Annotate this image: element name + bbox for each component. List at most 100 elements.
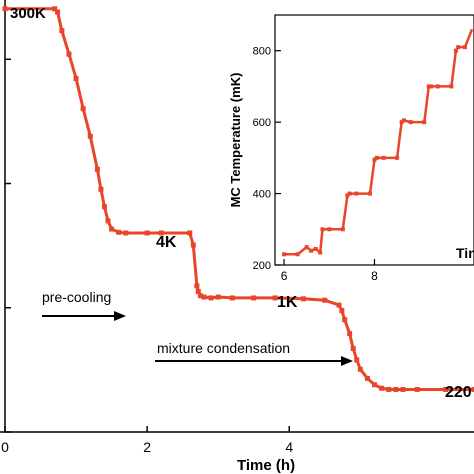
inset-x-tick-label: 8	[371, 269, 378, 283]
main-data-point	[55, 9, 61, 15]
main-x-tick-label: 4	[285, 439, 293, 455]
inset-data-point	[320, 227, 325, 232]
main-data-point	[386, 386, 392, 392]
main-data-point	[443, 386, 449, 392]
main-data-point	[94, 166, 100, 172]
inset-y-label: MC Temperature (mK)	[228, 73, 243, 208]
main-data-point	[251, 295, 257, 301]
inset-data-point	[462, 45, 467, 50]
main-data-point	[98, 186, 104, 192]
main-data-point	[190, 242, 196, 248]
main-x-tick-label: 0	[1, 439, 9, 455]
inset-data-point	[426, 84, 431, 89]
inset-data-point	[422, 120, 427, 125]
inset-data-point	[456, 45, 461, 50]
main-data-point	[347, 331, 353, 337]
inset-data-point	[435, 84, 440, 89]
label-1k: 1K	[277, 294, 298, 311]
inset-data-point	[381, 155, 386, 160]
inset-y-tick-label: 400	[253, 189, 271, 201]
inset-data-point	[309, 248, 314, 253]
main-data-point	[357, 366, 363, 372]
inset-data-point	[327, 227, 332, 232]
main-series-line	[5, 7, 474, 391]
main-data-point	[116, 229, 122, 235]
inset-data-point	[347, 191, 352, 196]
inset-data-point	[318, 250, 323, 255]
main-data-point	[215, 294, 221, 300]
main-x-label: Time (h)	[237, 457, 295, 474]
main-data-point	[350, 345, 356, 351]
inset-data-point	[340, 227, 345, 232]
inset-data-point	[399, 120, 404, 125]
main-data-point	[471, 386, 474, 392]
inset-x-tick-label: 6	[281, 269, 288, 283]
label-4k: 4K	[156, 234, 177, 251]
main-data-point	[393, 386, 399, 392]
main-data-point	[187, 230, 193, 236]
main-data-point	[87, 133, 93, 139]
inset-data-point	[372, 157, 377, 162]
label-300k: 300K	[10, 5, 46, 22]
main-data-point	[201, 294, 207, 300]
inset-data-point	[345, 193, 350, 198]
main-data-point	[372, 382, 378, 388]
main-data-point	[158, 230, 164, 236]
main-data-point	[354, 357, 360, 363]
precool-arrow	[42, 311, 126, 321]
main-x-ticks: 0 2 4	[1, 426, 293, 455]
main-data-point	[229, 295, 235, 301]
inset-data-point	[429, 84, 434, 89]
main-data-point	[195, 289, 201, 295]
inset-frame	[274, 14, 474, 266]
main-data-point	[105, 218, 111, 224]
inset-data-point	[367, 191, 372, 196]
main-data-point	[144, 230, 150, 236]
inset-data-point	[453, 48, 458, 53]
main-data-point	[52, 6, 58, 12]
inset-data-point	[449, 84, 454, 89]
main-data-point	[300, 296, 306, 302]
inset-data-point	[374, 155, 379, 160]
main-data-point	[336, 302, 342, 308]
main-x-tick-label: 2	[143, 439, 151, 455]
inset-data-point	[295, 252, 300, 257]
inset-data-point	[354, 191, 359, 196]
main-data-point	[322, 297, 328, 303]
label-mixture-condensation: mixture condensation	[157, 340, 290, 356]
main-data-point	[342, 317, 348, 323]
main-data-point	[66, 51, 72, 57]
main-data-point	[73, 76, 79, 82]
inset-data-point	[401, 118, 406, 123]
condense-arrow	[155, 356, 353, 366]
main-data-point	[197, 293, 203, 299]
main-data-point	[364, 375, 370, 381]
main-data-point	[101, 204, 107, 210]
main-data-point	[414, 386, 420, 392]
main-data-point	[400, 386, 406, 392]
main-data-point	[80, 106, 86, 112]
main-series	[2, 6, 474, 392]
main-data-point	[208, 295, 214, 301]
inset-data-point	[304, 245, 309, 250]
main-data-point	[272, 295, 278, 301]
inset-x-label: Tim	[456, 245, 474, 261]
main-data-point	[109, 226, 115, 232]
inset-data-point	[408, 120, 413, 125]
label-220: 220	[445, 384, 472, 401]
main-data-point	[339, 308, 345, 314]
inset-data-point	[395, 155, 400, 160]
inset-y-tick-label: 200	[253, 260, 271, 272]
inset-data-point	[282, 252, 287, 257]
inset-y-tick-label: 600	[253, 117, 271, 129]
label-precooling: pre-cooling	[42, 289, 111, 305]
main-data-point	[194, 283, 200, 289]
inset-series	[282, 28, 474, 257]
main-data-point	[2, 6, 8, 12]
main-data-point	[379, 385, 385, 391]
main-data-point	[59, 28, 65, 34]
inset-data-point	[313, 246, 318, 251]
